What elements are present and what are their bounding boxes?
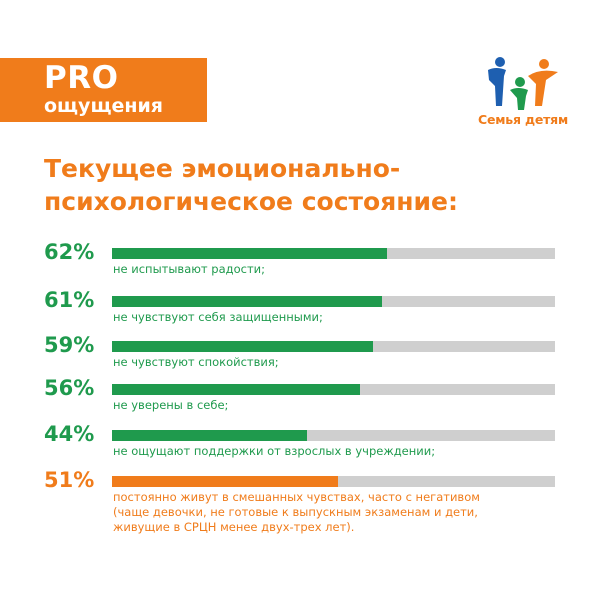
bar-fill (112, 430, 307, 441)
heading-line-2: психологическое состояние: (44, 187, 458, 216)
bar-fill (112, 341, 374, 352)
logo-text: Семья детям (478, 112, 569, 127)
stat-label-line: не уверены в себе; (113, 398, 229, 412)
family-figures-icon (488, 57, 558, 110)
stat-percent: 51% (44, 468, 95, 492)
banner-title: PRO (44, 60, 119, 96)
stat-label: не уверены в себе; (113, 398, 553, 413)
bar-track (112, 476, 555, 487)
bar-track (112, 341, 555, 352)
stat-label: не ощущают поддержки от взрослых в учреж… (113, 444, 553, 459)
stat-percent: 44% (44, 422, 95, 446)
banner-subtitle: ощущения (44, 95, 163, 117)
bar-fill (112, 384, 361, 395)
logo: Семья детям (478, 56, 568, 136)
stat-label: не чувствуют спокойствия; (113, 355, 553, 370)
title-banner: PRO ощущения (0, 58, 207, 122)
stat-label-line: не чувствуют спокойствия; (113, 355, 279, 369)
stat-percent: 61% (44, 288, 95, 312)
stat-label: постоянно живут в смешанных чувствах, ча… (113, 490, 553, 535)
stat-label: не чувствуют себя защищенными; (113, 310, 553, 325)
bar-fill (112, 296, 383, 307)
stat-label-line: не испытывают радости; (113, 262, 265, 276)
bar-fill (112, 476, 338, 487)
stat-percent: 62% (44, 240, 95, 264)
stat-label-line: не ощущают поддержки от взрослых в учреж… (113, 444, 436, 458)
bar-track (112, 430, 555, 441)
bar-fill (112, 248, 387, 259)
stat-label-line: постоянно живут в смешанных чувствах, ча… (113, 490, 480, 504)
chart-heading: Текущее эмоционально- психологическое со… (44, 152, 564, 218)
stat-note-line: живущие в СРЦН менее двух-трех лет). (113, 520, 355, 534)
stat-note-line: (чаще девочки, не готовые к выпускным эк… (113, 505, 478, 519)
stat-label: не испытывают радости; (113, 262, 553, 277)
bar-track (112, 384, 555, 395)
heading-line-1: Текущее эмоционально- (44, 154, 401, 183)
stat-percent: 59% (44, 333, 95, 357)
stat-percent: 56% (44, 376, 95, 400)
bar-track (112, 248, 555, 259)
bar-track (112, 296, 555, 307)
stat-label-line: не чувствуют себя защищенными; (113, 310, 323, 324)
